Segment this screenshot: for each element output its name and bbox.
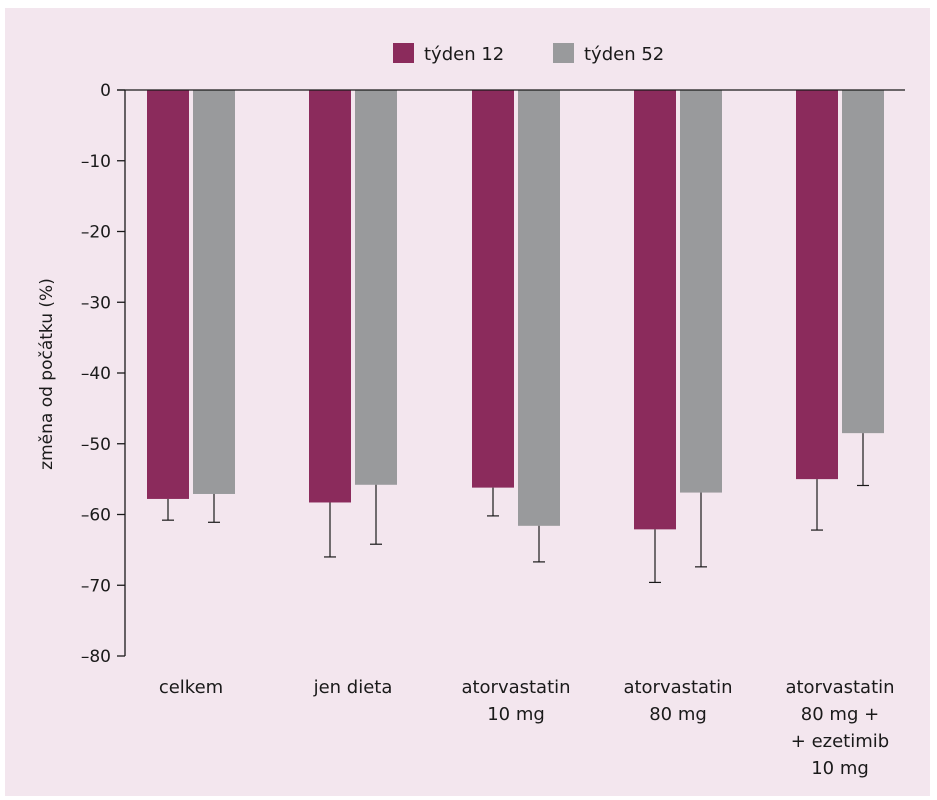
bar-week12 bbox=[472, 90, 514, 488]
category-label: jen dieta bbox=[313, 677, 393, 698]
bars bbox=[117, 89, 905, 584]
y-tick-label: –10 bbox=[81, 152, 111, 172]
category-label: 80 mg + bbox=[801, 704, 879, 725]
x-axis-labels: celkem jen dieta atorvastatin 10 mg atorvast… bbox=[159, 677, 895, 779]
y-tick-label: –30 bbox=[81, 293, 111, 313]
bar-week52 bbox=[680, 90, 722, 493]
y-tick-label: –70 bbox=[81, 576, 111, 596]
legend-label: týden 12 bbox=[424, 44, 504, 65]
legend-label: týden 52 bbox=[584, 44, 664, 65]
category-label: + ezetimib bbox=[791, 731, 889, 752]
y-tick-label: –80 bbox=[81, 647, 111, 667]
y-axis: 0 –10 –20 –30 –40 –50 –60 –70 –80 bbox=[81, 81, 126, 667]
y-axis-label: změna od počátku (%) bbox=[37, 278, 57, 470]
legend: týden 12 týden 52 bbox=[393, 43, 664, 65]
category-label: atorvastatin bbox=[785, 677, 894, 698]
bar-week12 bbox=[796, 90, 838, 480]
bar-week52 bbox=[193, 90, 235, 494]
category-label: 10 mg bbox=[811, 758, 869, 779]
category-label: celkem bbox=[159, 677, 223, 698]
bar-week52 bbox=[355, 90, 397, 485]
y-tick-label: –50 bbox=[81, 435, 111, 455]
y-tick-label: –20 bbox=[81, 223, 111, 243]
bar-week52 bbox=[842, 90, 884, 434]
bar-week12 bbox=[147, 90, 189, 499]
bar-week12 bbox=[309, 90, 351, 503]
y-tick-label: 0 bbox=[100, 81, 111, 101]
category-label: atorvastatin bbox=[623, 677, 732, 698]
category-label: 10 mg bbox=[487, 704, 545, 725]
bar-week52 bbox=[518, 90, 560, 526]
y-tick-label: –40 bbox=[81, 364, 111, 384]
category-label: 80 mg bbox=[649, 704, 707, 725]
y-tick-label: –60 bbox=[81, 506, 111, 526]
bar-week12 bbox=[634, 90, 676, 530]
legend-swatch bbox=[553, 43, 574, 63]
legend-swatch bbox=[393, 43, 414, 63]
category-label: atorvastatin bbox=[461, 677, 570, 698]
